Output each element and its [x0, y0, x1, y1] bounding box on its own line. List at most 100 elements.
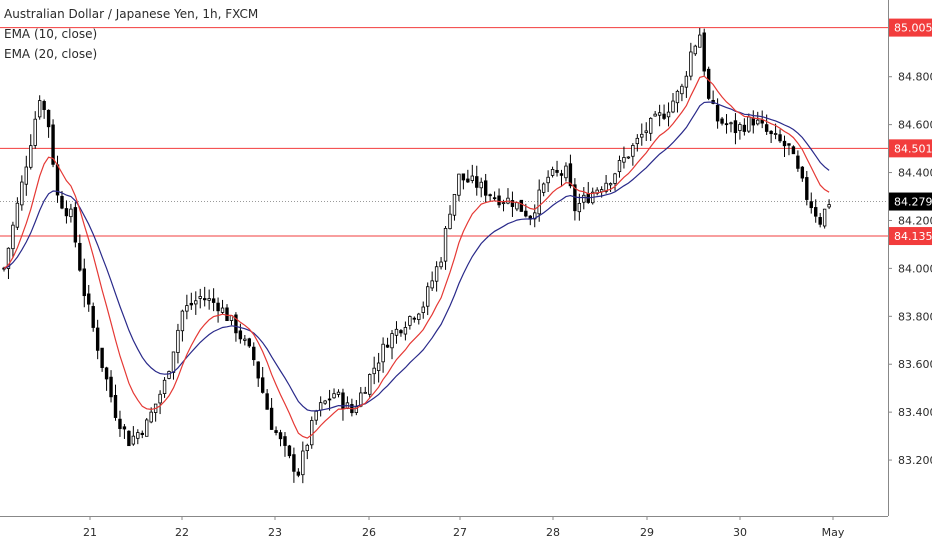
candle-body — [733, 120, 738, 134]
candle-body — [243, 338, 247, 341]
price-axis-background — [888, 0, 932, 550]
candle-body — [443, 228, 448, 262]
level-price-tag-label: 84.135 — [894, 230, 932, 243]
candle-body — [180, 310, 185, 332]
candle-body — [537, 189, 541, 215]
candle-body — [278, 432, 283, 440]
candle-body — [760, 119, 764, 124]
candle-body — [305, 444, 309, 452]
candle-body — [301, 450, 305, 476]
candle-body — [617, 160, 622, 173]
candle-body — [492, 197, 497, 200]
candle-body — [421, 306, 425, 313]
candle-body — [91, 306, 95, 328]
candle-body — [73, 207, 78, 243]
candle-body — [662, 113, 666, 119]
candle-body — [631, 145, 635, 157]
candle-body — [127, 430, 131, 447]
time-tick-label: 30 — [733, 526, 747, 539]
indicator-ema-10[interactable]: EMA (10, close) — [4, 27, 98, 41]
candle-body — [555, 169, 559, 173]
candle-body — [341, 392, 345, 410]
candle-body — [37, 100, 42, 118]
time-tick-label: May — [822, 526, 845, 539]
price-tick-label: 83.600 — [898, 358, 932, 371]
candle-body — [198, 296, 202, 299]
candle-body — [787, 143, 791, 146]
candle-body — [140, 432, 144, 435]
time-tick-label: 21 — [83, 526, 97, 539]
price-tick-label: 84.600 — [898, 119, 932, 132]
candle-body — [82, 268, 86, 297]
candle-body — [497, 195, 501, 206]
candle-body — [827, 204, 831, 208]
candle-body — [372, 367, 376, 375]
candle-body — [403, 327, 408, 335]
chart-title: Australian Dollar / Japanese Yen, 1h, FX… — [4, 7, 259, 21]
candle-body — [822, 208, 827, 227]
candle-body — [20, 181, 24, 206]
candle-body — [693, 45, 697, 55]
candle-body — [189, 302, 194, 306]
candle-body — [582, 194, 586, 203]
candle-body — [501, 202, 506, 205]
candle-body — [577, 203, 582, 213]
candle-body — [6, 247, 11, 269]
candle-body — [310, 420, 314, 446]
price-tick-label: 84.200 — [898, 214, 932, 227]
chart-legend: Australian Dollar / Japanese Yen, 1h, FX… — [4, 4, 258, 64]
last-price-tag-label: 84.279 — [894, 196, 932, 209]
candle-body — [706, 68, 711, 99]
candle-body — [448, 213, 452, 230]
candle-body — [466, 178, 470, 183]
candle-body — [814, 207, 818, 217]
candle-body — [252, 346, 256, 361]
candle-body — [425, 286, 430, 307]
candle-body — [216, 302, 220, 312]
candle-body — [211, 298, 216, 303]
candle-body — [519, 199, 524, 212]
candle-body — [292, 454, 296, 472]
candle-body — [613, 173, 617, 184]
candle-body — [327, 398, 332, 401]
candle-body — [136, 432, 140, 439]
candle-body — [46, 109, 51, 128]
candle-body — [42, 101, 46, 110]
level-price-tag-label: 85.005 — [894, 22, 932, 35]
candle-body — [55, 164, 60, 196]
candle-body — [417, 313, 421, 320]
candle-body — [131, 435, 136, 445]
candle-body — [457, 173, 461, 196]
candle-body — [510, 200, 515, 207]
candle-body — [399, 330, 403, 334]
candle-body — [78, 242, 82, 271]
price-tick-label: 83.800 — [898, 310, 932, 323]
indicator-ema-20[interactable]: EMA (20, close) — [4, 47, 98, 61]
candle-body — [470, 175, 474, 181]
candle-body — [69, 208, 73, 218]
candle-body — [149, 411, 153, 423]
candle-body — [122, 426, 127, 430]
candle-body — [608, 183, 613, 186]
candle-body — [604, 182, 608, 192]
candle-body — [720, 118, 724, 124]
candle-body — [109, 376, 113, 398]
candle-body — [167, 371, 171, 379]
candle-body — [644, 130, 648, 133]
candle-body — [363, 391, 367, 394]
candle-body — [113, 394, 118, 418]
candle-body — [256, 361, 260, 379]
candle-body — [225, 307, 229, 322]
candle-body — [24, 166, 28, 185]
price-tick-label: 83.200 — [898, 454, 932, 467]
candle-body — [376, 362, 381, 371]
candle-body — [100, 347, 104, 368]
candle-body — [684, 75, 689, 88]
candle-body — [515, 202, 519, 210]
candle-body — [541, 183, 546, 193]
candle-body — [234, 314, 238, 334]
candle-body — [64, 208, 69, 217]
candle-body — [724, 123, 729, 126]
time-tick-label: 23 — [268, 526, 282, 539]
